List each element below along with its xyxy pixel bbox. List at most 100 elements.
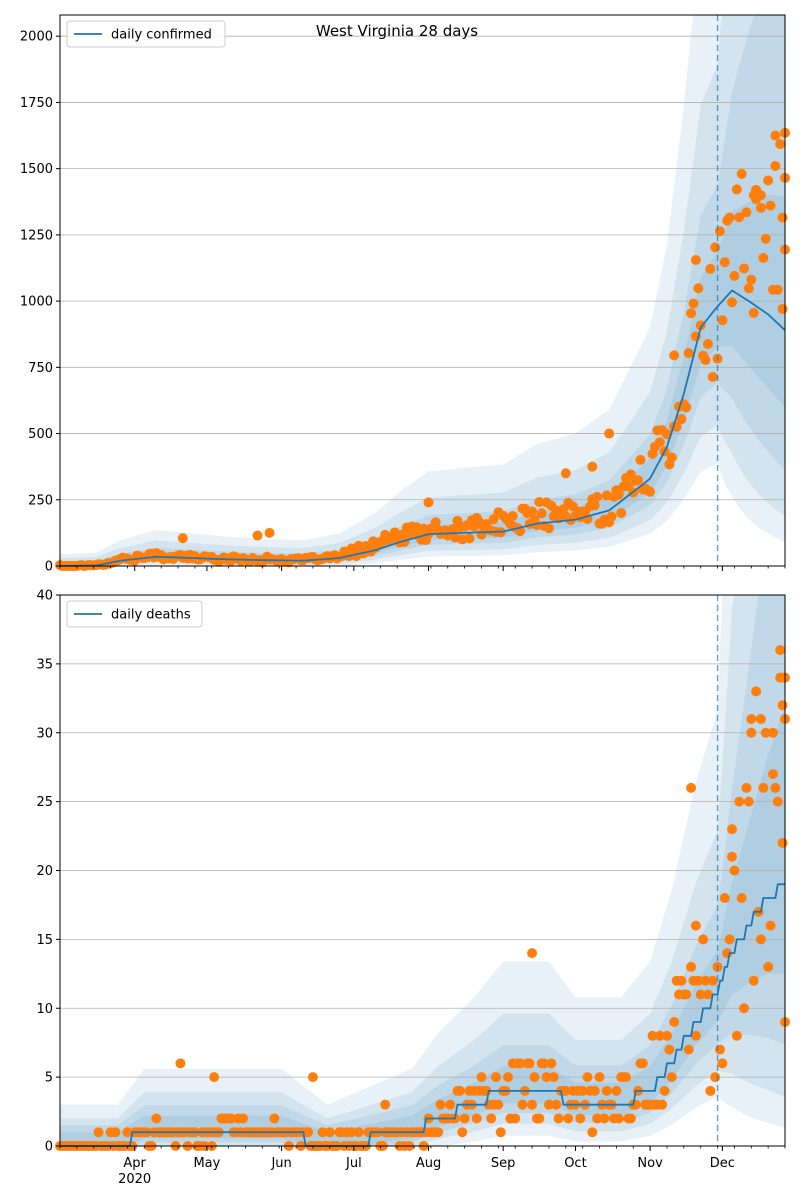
observed-point xyxy=(777,700,788,711)
observed-point xyxy=(606,511,617,522)
month-tick-label: Sep xyxy=(491,1156,516,1171)
observed-point xyxy=(763,961,774,972)
observed-point xyxy=(661,1030,672,1041)
observed-point xyxy=(714,226,725,237)
observed-point xyxy=(654,1030,665,1041)
observed-point xyxy=(317,1127,328,1138)
observed-point xyxy=(589,1085,600,1096)
observed-point xyxy=(705,263,716,274)
observed-point xyxy=(582,1072,593,1083)
observed-point xyxy=(760,233,771,244)
month-tick-label: Jun xyxy=(270,1156,291,1171)
observed-point xyxy=(765,920,776,931)
observed-point xyxy=(613,1113,624,1124)
observed-point xyxy=(683,348,694,359)
y-tick-label: 10 xyxy=(36,1002,53,1017)
observed-point xyxy=(637,1058,648,1069)
observed-point xyxy=(664,1044,675,1055)
month-tick-label: Apr xyxy=(123,1156,146,1171)
confirmed-chart-title: West Virginia 28 days xyxy=(316,22,478,40)
observed-point xyxy=(534,1113,545,1124)
month-tick-label: Oct xyxy=(564,1156,586,1171)
observed-point xyxy=(510,1113,521,1124)
observed-point xyxy=(633,475,644,486)
observed-point xyxy=(659,1085,670,1096)
month-tick-labels: Apr May Jun Jul Aug Sep Oct Nov Dec xyxy=(123,1156,735,1171)
observed-point xyxy=(717,315,728,326)
uncertainty-band xyxy=(60,15,785,566)
y-tick-label: 1750 xyxy=(20,96,53,111)
y-tick-label: 500 xyxy=(28,427,53,442)
month-tick-label: Nov xyxy=(637,1156,663,1171)
month-tick-label: May xyxy=(193,1156,220,1171)
observed-point xyxy=(695,320,706,331)
confirmed-axes-frame xyxy=(59,14,786,567)
observed-point xyxy=(686,961,697,972)
observed-point xyxy=(702,989,713,1000)
confirmed-panel: 0 250 500 750 1000 1250 1500 1750 2000 West Virg… xyxy=(20,14,790,575)
observed-point xyxy=(454,1085,465,1096)
observed-point xyxy=(702,338,713,349)
observed-point xyxy=(686,308,697,319)
observed-point xyxy=(734,212,745,223)
observed-point xyxy=(577,1085,588,1096)
observed-point xyxy=(594,1072,605,1083)
observed-point xyxy=(758,782,769,793)
observed-point xyxy=(719,893,730,904)
y-tick-label: 250 xyxy=(28,493,53,508)
observed-point xyxy=(695,989,706,1000)
observed-point xyxy=(707,371,718,382)
observed-point xyxy=(541,1072,552,1083)
observed-point xyxy=(264,527,275,538)
deaths-x-axis xyxy=(59,1146,786,1151)
month-tick-label: Aug xyxy=(416,1156,441,1171)
observed-point xyxy=(517,1099,528,1110)
observed-point xyxy=(681,402,692,413)
observed-point xyxy=(625,1113,636,1124)
observed-point xyxy=(739,1003,750,1014)
observed-point xyxy=(736,168,747,179)
observed-point xyxy=(755,202,766,213)
observed-point xyxy=(666,1072,677,1083)
year-tick-label: 2020 xyxy=(118,1172,151,1187)
confirmed-uncertainty-bands xyxy=(60,15,785,566)
observed-point xyxy=(669,350,680,361)
observed-point xyxy=(587,1127,598,1138)
observed-point xyxy=(645,486,656,497)
observed-point xyxy=(707,975,718,986)
y-tick-label: 0 xyxy=(45,1140,53,1155)
observed-point xyxy=(611,1085,622,1096)
observed-point xyxy=(621,1072,632,1083)
observed-point xyxy=(751,686,762,697)
observed-point xyxy=(743,796,754,807)
observed-point xyxy=(457,1127,468,1138)
observed-point xyxy=(534,496,545,507)
observed-point xyxy=(503,1072,514,1083)
observed-point xyxy=(710,242,721,253)
y-tick-label: 20 xyxy=(36,864,53,879)
observed-point xyxy=(746,713,757,724)
observed-point xyxy=(770,782,781,793)
observed-point xyxy=(430,517,441,528)
observed-point xyxy=(739,263,750,274)
observed-point xyxy=(772,284,783,295)
observed-point xyxy=(238,1113,249,1124)
observed-point xyxy=(714,1044,725,1055)
observed-point xyxy=(734,796,745,807)
observed-point xyxy=(589,500,600,511)
observed-point xyxy=(527,948,538,959)
observed-point xyxy=(705,1085,716,1096)
observed-point xyxy=(775,645,786,656)
observed-point xyxy=(486,1113,497,1124)
y-tick-label: 35 xyxy=(36,657,53,672)
confirmed-x-axis xyxy=(59,566,786,571)
observed-point xyxy=(693,975,704,986)
observed-point xyxy=(767,727,778,738)
y-tick-label: 40 xyxy=(36,589,53,604)
observed-point xyxy=(777,303,788,314)
observed-point xyxy=(445,1099,456,1110)
observed-point xyxy=(575,1113,586,1124)
observed-point xyxy=(770,130,781,141)
observed-point xyxy=(748,307,759,318)
legend-box xyxy=(66,20,226,48)
